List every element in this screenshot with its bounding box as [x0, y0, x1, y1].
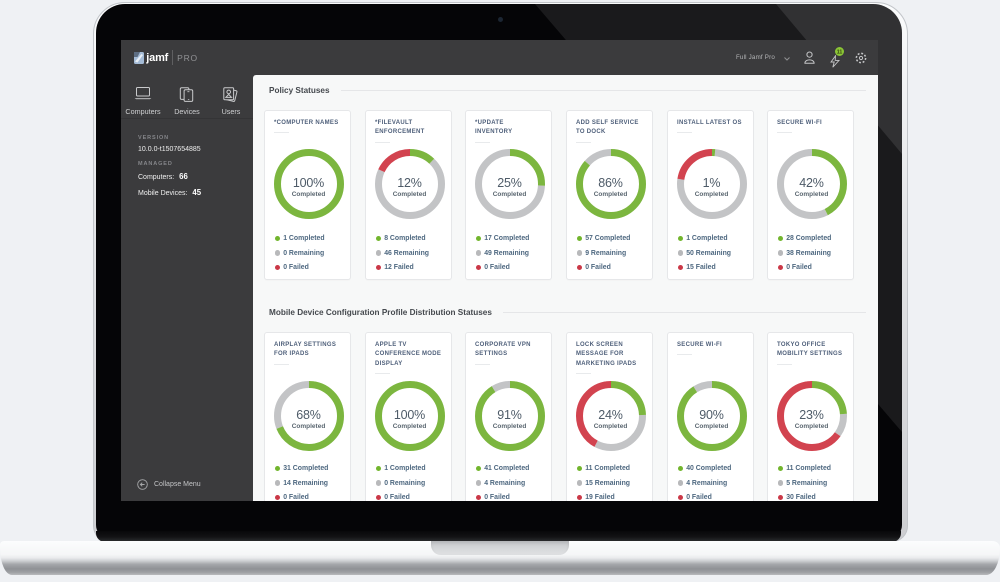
svg-text:11: 11: [837, 49, 843, 55]
